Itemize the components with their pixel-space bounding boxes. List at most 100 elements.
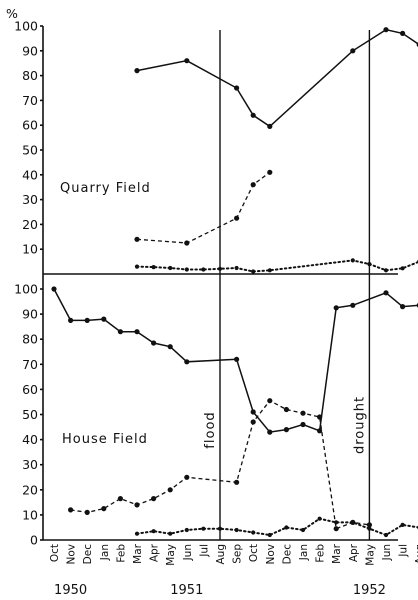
series-line-quarry-dotted (136, 259, 418, 273)
data-point-house-dotted (168, 531, 173, 536)
data-point-quarry-solid (250, 112, 256, 118)
data-point-house-dashed (267, 398, 273, 404)
x-tick-label: Mar (331, 543, 343, 563)
x-tick-label: Jan (99, 544, 111, 561)
series-line-quarry-dashed (136, 171, 271, 244)
data-point-house-dotted (317, 516, 322, 521)
series-line-house-solid (53, 288, 418, 433)
data-point-house-dashed (151, 496, 157, 502)
data-point-house-dashed (101, 506, 107, 512)
data-point-house-solid (234, 356, 240, 362)
y-tick-label: 90 (22, 307, 38, 322)
data-point-house-solid (317, 428, 323, 434)
y-tick-label: 40 (22, 432, 38, 447)
y-tick-label: 30 (22, 457, 38, 472)
data-point-house-dotted (334, 520, 339, 525)
data-point-house-dotted (201, 526, 206, 531)
data-point-house-solid (383, 290, 389, 296)
panel-label-quarry: Quarry Field (60, 181, 151, 196)
year-label: 1952 (353, 583, 386, 598)
data-point-house-dashed (68, 507, 74, 513)
data-point-quarry-dashed (267, 169, 273, 175)
x-tick-label: Feb (315, 544, 327, 563)
data-point-quarry-dotted (234, 265, 239, 271)
x-tick-label: Oct (248, 544, 260, 562)
series-line-quarry-solid (136, 28, 418, 128)
data-point-quarry-dotted (367, 262, 372, 267)
y-tick-label: 10 (22, 507, 38, 522)
data-point-quarry-dotted (134, 264, 140, 269)
data-point-quarry-dashed (234, 215, 240, 221)
data-point-house-dashed (250, 419, 256, 425)
y-tick-label: 60 (22, 118, 38, 133)
x-tick-label: Jun (182, 544, 194, 561)
y-tick-label: 70 (22, 357, 38, 372)
data-point-quarry-solid (400, 30, 406, 36)
series-line-house-dotted (136, 517, 418, 537)
data-point-house-dotted (251, 530, 256, 535)
data-point-house-dashed (300, 410, 306, 416)
data-point-house-dashed (234, 479, 240, 485)
data-point-quarry-dotted (251, 269, 256, 274)
y-tick-label: 100 (14, 282, 38, 297)
x-tick-label: Sep (232, 544, 244, 564)
data-point-house-dotted (300, 527, 306, 533)
data-point-house-solid (151, 340, 157, 346)
data-point-quarry-solid (234, 85, 240, 91)
x-tick-label: Jan (298, 544, 310, 561)
data-point-house-solid (333, 305, 339, 311)
x-tick-label: Aug (215, 544, 227, 565)
x-tick-label: Dec (82, 544, 94, 565)
data-point-quarry-dotted (350, 258, 355, 263)
x-tick-label: Dec (281, 544, 293, 565)
data-point-house-dotted (151, 529, 156, 534)
y-axis-label: % (6, 6, 18, 21)
x-tick-label: May (165, 544, 177, 566)
data-point-house-solid (250, 409, 256, 415)
y-tick-label: 60 (22, 382, 38, 397)
data-point-house-dotted (350, 520, 355, 525)
data-point-house-dashed (184, 474, 190, 480)
data-point-house-solid (400, 304, 406, 310)
data-point-house-dashed (317, 414, 323, 420)
y-tick-label: 90 (22, 43, 38, 58)
panel-label-house: House Field (62, 432, 148, 447)
data-point-house-solid (134, 329, 140, 335)
data-point-house-dotted (217, 526, 223, 531)
x-tick-label: Jul (198, 544, 210, 558)
data-point-house-solid (283, 427, 289, 433)
y-tick-label: 80 (22, 332, 38, 347)
data-point-quarry-dashed (184, 240, 190, 246)
x-tick-label: Jun (381, 544, 393, 561)
data-point-house-dashed (333, 526, 339, 532)
y-tick-label: 70 (22, 93, 38, 108)
y-tick-label: 0 (30, 533, 38, 548)
data-point-house-solid (101, 316, 107, 322)
data-point-quarry-solid (383, 27, 389, 33)
data-point-house-dashed (84, 509, 90, 515)
event-label: flood (203, 411, 218, 448)
data-point-house-solid (184, 359, 190, 365)
data-point-quarry-solid (350, 48, 356, 54)
y-tick-label: 10 (22, 242, 38, 257)
x-tick-label: Aug (414, 544, 418, 565)
data-point-quarry-dotted (201, 267, 206, 272)
year-label: 1951 (170, 583, 203, 598)
data-point-quarry-solid (184, 58, 190, 64)
data-point-quarry-solid (134, 68, 140, 74)
x-tick-label: May (364, 544, 376, 566)
y-tick-label: 20 (22, 217, 38, 232)
data-point-house-solid (267, 429, 273, 435)
data-point-house-solid (167, 344, 173, 350)
data-point-house-dotted (234, 527, 239, 533)
data-point-quarry-dotted (383, 268, 389, 273)
x-tick-label: Nov (66, 544, 78, 565)
x-tick-label: Apr (348, 543, 360, 562)
data-point-house-solid (51, 286, 57, 292)
data-point-house-dashed (366, 522, 372, 528)
data-point-house-dashed (283, 406, 289, 413)
data-point-house-dotted (284, 525, 289, 530)
data-point-quarry-dashed (134, 236, 140, 242)
data-point-house-dashed (167, 487, 173, 493)
